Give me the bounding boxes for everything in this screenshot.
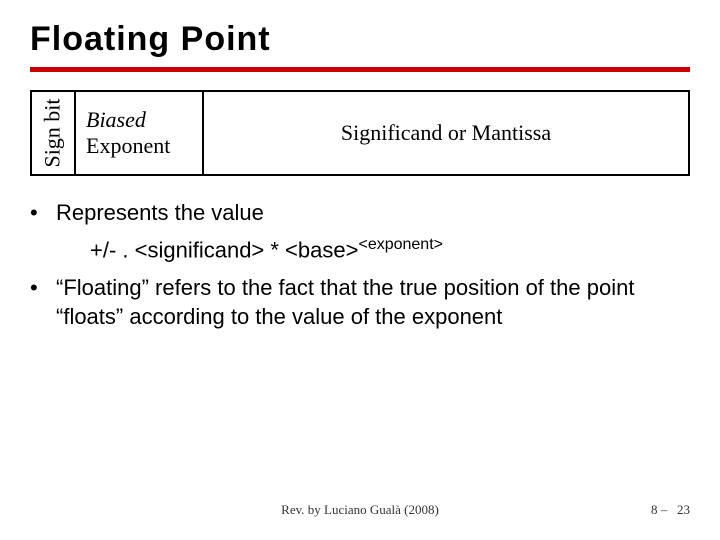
footer-chapter: 8 – <box>651 502 667 517</box>
float-layout-diagram: Sign bit Biased Exponent Significand or … <box>30 90 690 176</box>
footer: Rev. by Luciano Gualà (2008) 8 – 23 <box>30 502 690 518</box>
sign-bit-cell: Sign bit <box>30 90 74 176</box>
bullet-dot: • <box>30 273 56 332</box>
bullet-item: • Represents the value <box>30 198 690 228</box>
sign-bit-label: Sign bit <box>40 98 66 167</box>
bullet-list: • Represents the value +/- . <significan… <box>30 198 690 332</box>
title-underline <box>30 67 690 72</box>
formula-line: +/- . <significand> * <base><exponent> <box>90 234 690 265</box>
exponent-label-top: Biased <box>86 107 146 133</box>
mantissa-cell: Significand or Mantissa <box>204 90 690 176</box>
bullet-dot: • <box>30 198 56 228</box>
exponent-cell: Biased Exponent <box>74 90 204 176</box>
bullet-text: “Floating” refers to the fact that the t… <box>56 273 690 332</box>
exponent-label-bottom: Exponent <box>86 133 170 159</box>
bullet-item: • “Floating” refers to the fact that the… <box>30 273 690 332</box>
footer-page-number: 8 – 23 <box>651 502 690 518</box>
footer-page: 23 <box>677 502 690 517</box>
formula-main: +/- . <significand> * <base> <box>90 237 358 262</box>
mantissa-label: Significand or Mantissa <box>341 120 551 146</box>
footer-revision: Rev. by Luciano Gualà (2008) <box>281 502 439 518</box>
slide-title: Floating Point <box>30 20 690 59</box>
slide: Floating Point Sign bit Biased Exponent … <box>0 0 720 540</box>
formula-exponent: <exponent> <box>358 236 443 253</box>
bullet-text: Represents the value <box>56 198 690 228</box>
